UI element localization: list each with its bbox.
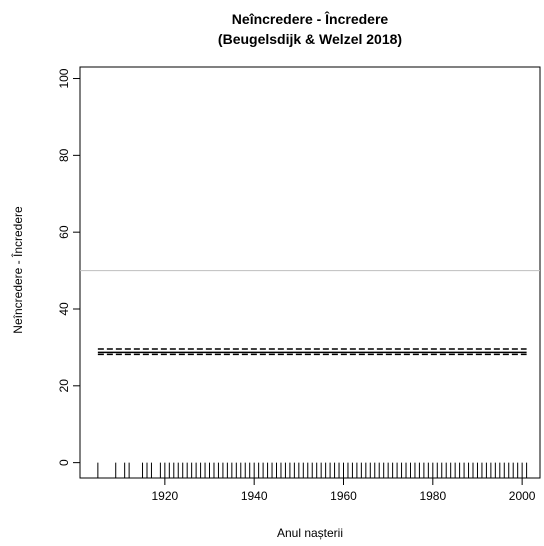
x-tick-label: 1920 [152, 489, 179, 503]
y-tick-label: 80 [57, 148, 71, 162]
y-tick-label: 100 [57, 68, 71, 88]
y-tick-label: 60 [57, 225, 71, 239]
x-tick-label: 1940 [241, 489, 268, 503]
chart-title: Neîncredere - Încredere [232, 10, 389, 27]
y-tick-label: 40 [57, 302, 71, 316]
plot-box [79, 66, 541, 479]
x-tick-label: 2000 [509, 489, 536, 503]
y-axis-label: Neîncredere - Încredere [10, 206, 25, 334]
y-tick-label: 20 [57, 379, 71, 393]
chart-subtitle: (Beugelsdijk & Welzel 2018) [218, 31, 402, 47]
y-tick-label: 0 [57, 459, 71, 466]
x-axis-label: Anul nașterii [277, 526, 343, 540]
x-tick-label: 1960 [330, 489, 357, 503]
x-tick-label: 1980 [419, 489, 446, 503]
